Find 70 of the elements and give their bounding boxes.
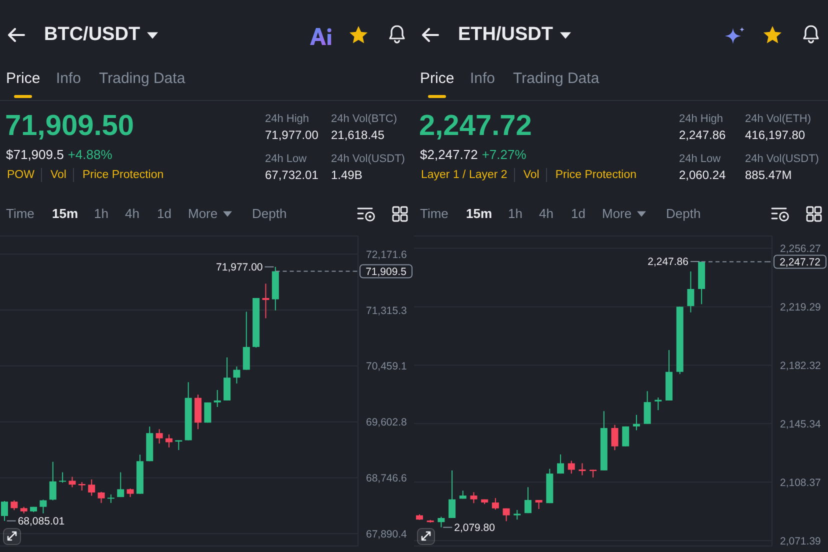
text: 67,732.01: [265, 168, 318, 182]
y-tick-label: 70,459.1: [366, 360, 408, 373]
y-tick-label: 71,315.3: [366, 304, 408, 317]
y-tick-label: 2,145.34: [780, 418, 822, 430]
text: Vol: [523, 169, 540, 181]
y-tick-label: 2,108.37: [780, 476, 822, 489]
chart-title: BTC/USDT: [44, 23, 140, 47]
text: More: [188, 206, 218, 222]
text: 2,060.24: [679, 168, 726, 182]
text: 21,618.45: [331, 128, 384, 142]
text: 71,977.00: [265, 128, 318, 142]
text: 24h Vol(USDT): [331, 153, 405, 166]
text: Depth: [666, 206, 701, 222]
y-tick-label: 2,071.39: [780, 535, 822, 548]
annotation: 2,079.80: [454, 522, 496, 534]
text: 885.47M: [745, 168, 792, 182]
text: Depth: [252, 206, 287, 222]
text: 24h High: [265, 113, 310, 126]
text: Info: [56, 70, 82, 88]
annotation: 68,085.01: [18, 516, 65, 528]
text: 24h Vol(ETH): [745, 113, 812, 126]
text: 2,247.86: [679, 128, 726, 142]
y-tick-label: 69,602.8: [366, 416, 408, 429]
text: $2,247.72: [420, 147, 478, 163]
text: 15m: [466, 206, 492, 222]
text: 1h: [94, 206, 108, 222]
y-tick-label: 68,746.6: [366, 472, 408, 484]
text: 1d: [571, 206, 586, 222]
price-tag: 2,247.72: [774, 254, 826, 269]
ref-line-label: 2,247.72: [780, 256, 821, 268]
annotation: 71,977.00: [216, 262, 263, 274]
text: $71,909.5: [6, 147, 64, 163]
text: Trading Data: [99, 70, 186, 88]
y-tick-label: 2,219.29: [780, 301, 822, 314]
annotation: 2,247.86: [648, 256, 689, 268]
y-tick-label: 67,890.4: [366, 528, 408, 540]
text: More: [602, 206, 632, 222]
text: 416,197.80: [745, 128, 806, 142]
text: 4h: [125, 206, 140, 222]
y-tick-label: 72,171.6: [366, 248, 408, 261]
text: Price: [420, 70, 454, 88]
text: Vol: [50, 169, 66, 181]
text: 24h Low: [265, 153, 307, 166]
text: 1.49B: [331, 168, 362, 182]
text: 2,247.72: [419, 109, 532, 143]
text: Time: [6, 206, 34, 222]
text: Price: [6, 70, 40, 88]
text: +7.27%: [482, 147, 526, 163]
text: +4.88%: [68, 147, 112, 163]
price-tag: 71,909.5: [360, 264, 412, 278]
text: Price Protection: [82, 169, 164, 181]
text: 24h High: [679, 113, 724, 126]
text: 24h Vol(BTC): [331, 113, 398, 126]
y-tick-label: 2,182.32: [780, 360, 822, 372]
ref-line-label: 71,909.5: [366, 266, 407, 278]
chart-title: ETH/USDT: [458, 23, 553, 47]
text: Price Protection: [555, 169, 636, 181]
text: 24h Vol(USDT): [745, 153, 819, 166]
text: 1d: [157, 206, 172, 222]
text: Trading Data: [513, 70, 600, 88]
text: 1h: [508, 206, 522, 222]
text: Layer 1 / Layer 2: [421, 169, 508, 181]
text: POW: [7, 169, 34, 181]
text: 4h: [539, 206, 554, 222]
text: 71,909.50: [5, 109, 134, 143]
text: 24h Low: [679, 153, 721, 166]
text: Info: [470, 70, 496, 88]
y-tick-label: 2,256.27: [780, 242, 822, 255]
text: Time: [420, 206, 448, 222]
text: 15m: [52, 206, 78, 222]
